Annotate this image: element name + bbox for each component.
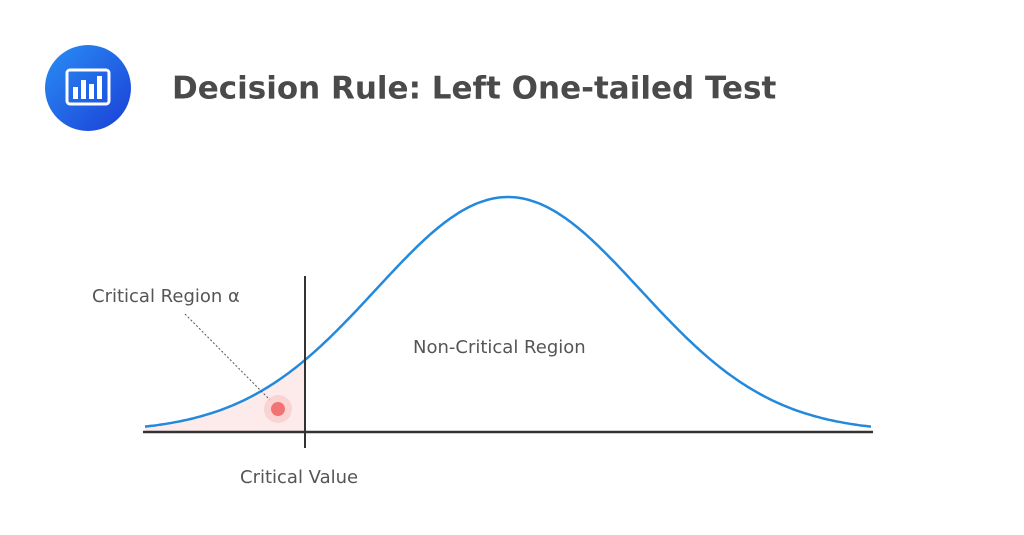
logo-icon	[45, 45, 131, 131]
distribution-curve	[144, 195, 872, 428]
critical-region-label: Critical Region α	[92, 286, 240, 307]
critical-value-label: Critical Value	[240, 467, 358, 488]
pointer-line	[184, 313, 271, 401]
title: Decision Rule: Left One-tailed Test	[172, 71, 776, 107]
dot	[271, 402, 285, 416]
non-critical-region-label: Non-Critical Region	[413, 337, 586, 358]
